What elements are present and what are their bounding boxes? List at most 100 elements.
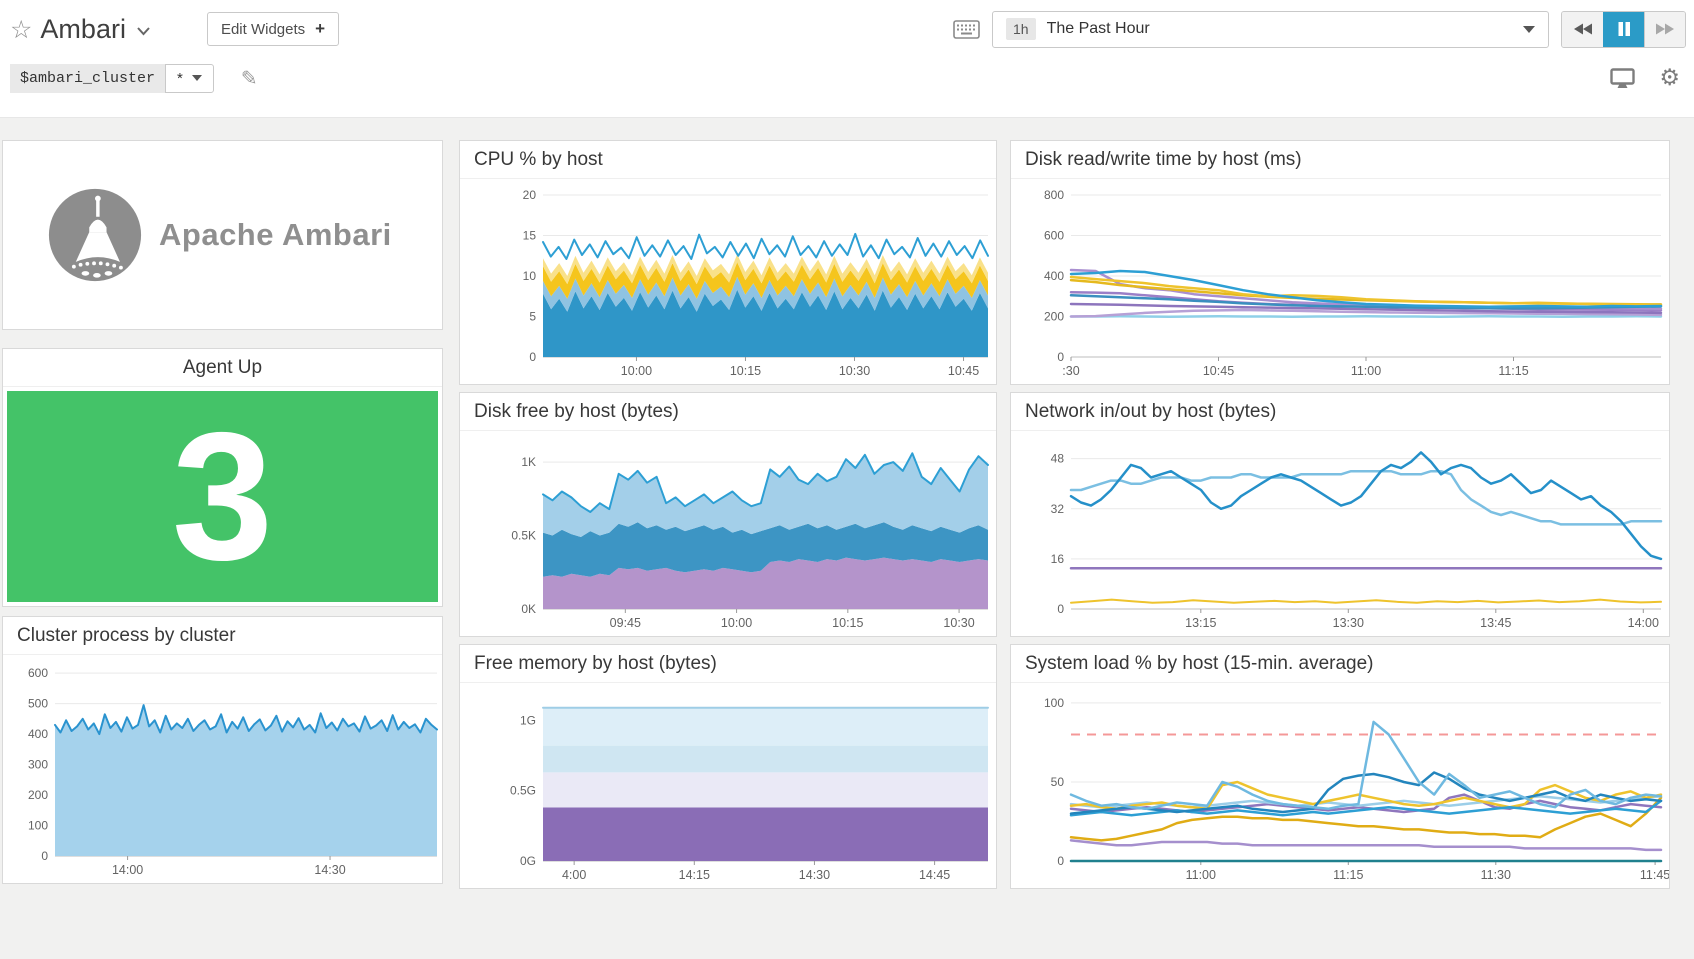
svg-text:48: 48	[1051, 452, 1065, 466]
column-right: Disk read/write time by host (ms) 0 200 40…	[1010, 140, 1670, 896]
svg-text:200: 200	[28, 788, 48, 802]
svg-text:11:15: 11:15	[1333, 868, 1363, 882]
svg-text:14:30: 14:30	[314, 863, 345, 877]
cpu-widget: CPU % by host 0 5 10 15 20 10:00 10:15 10:30 10:…	[459, 140, 997, 385]
svg-text:300: 300	[28, 758, 48, 772]
disk-rw-widget: Disk read/write time by host (ms) 0 200 40…	[1010, 140, 1670, 385]
rewind-button[interactable]	[1562, 11, 1603, 47]
header-row-1: ☆ Ambari Edit Widgets + 1h The Past Hour	[10, 6, 1686, 52]
svg-text:0K: 0K	[521, 602, 536, 616]
svg-text:11:45: 11:45	[1640, 868, 1669, 882]
free-memory-widget: Free memory by host (bytes) 0G 0.5G 1G 4:00…	[459, 644, 997, 889]
svg-text:200: 200	[1044, 310, 1064, 324]
caret-down-icon	[191, 75, 202, 81]
svg-text:32: 32	[1051, 502, 1065, 516]
svg-text:400: 400	[28, 727, 48, 741]
time-range-badge: 1h	[1006, 18, 1036, 40]
gear-icon[interactable]: ⚙	[1659, 64, 1680, 91]
fast-forward-button[interactable]	[1644, 11, 1685, 47]
svg-text:16: 16	[1051, 552, 1065, 566]
widget-title: Disk read/write time by host (ms)	[1011, 141, 1669, 179]
svg-text:100: 100	[1044, 696, 1064, 710]
keyboard-shortcuts-icon[interactable]	[953, 19, 980, 39]
system-load-chart[interactable]: 0 50 100 11:00 11:15 11:30 11:45	[1011, 683, 1669, 888]
widget-title: Network in/out by host (bytes)	[1011, 393, 1669, 431]
svg-text:1G: 1G	[520, 713, 536, 727]
svg-text:15: 15	[523, 229, 537, 243]
svg-text:10:00: 10:00	[721, 616, 752, 630]
edit-widgets-label: Edit Widgets	[220, 20, 306, 38]
svg-text:500: 500	[28, 697, 48, 711]
chevron-down-icon	[137, 27, 150, 36]
svg-text:14:00: 14:00	[112, 863, 143, 877]
caret-down-icon	[1523, 25, 1535, 33]
svg-text:10:15: 10:15	[730, 364, 761, 378]
pause-button[interactable]	[1603, 11, 1644, 47]
favorite-star-icon[interactable]: ☆	[10, 14, 33, 44]
svg-text:10:15: 10:15	[832, 616, 863, 630]
svg-text:0: 0	[529, 350, 536, 364]
svg-text:10: 10	[523, 269, 537, 283]
free-memory-chart[interactable]: 0G 0.5G 1G 4:00 14:15 14:30 14:45	[460, 683, 996, 888]
svg-text:14:00: 14:00	[1628, 616, 1659, 630]
svg-text:0.5K: 0.5K	[511, 529, 536, 543]
svg-text:600: 600	[1044, 229, 1064, 243]
time-range-label: The Past Hour	[1046, 20, 1150, 37]
svg-text:0: 0	[1057, 602, 1064, 616]
agent-up-value: 3	[7, 391, 438, 602]
fast-forward-icon	[1655, 23, 1674, 35]
svg-text:10:45: 10:45	[948, 364, 979, 378]
disk-free-chart[interactable]: 0K 0.5K 1K 09:45 10:00 10:15 10:30	[460, 431, 996, 636]
svg-text:10:30: 10:30	[839, 364, 870, 378]
svg-text:11:00: 11:00	[1351, 364, 1381, 378]
cluster-process-widget: Cluster process by cluster 0 100 200 300 400…	[2, 616, 443, 884]
svg-text:1K: 1K	[521, 455, 536, 469]
svg-text:10:45: 10:45	[1203, 364, 1234, 378]
edit-pencil-icon[interactable]: ✎	[240, 66, 258, 90]
disk-free-widget: Disk free by host (bytes) 0K 0.5K 1K 09:45 1…	[459, 392, 997, 637]
widget-title: Agent Up	[3, 349, 442, 387]
widget-title: Disk free by host (bytes)	[460, 393, 996, 431]
plus-icon: +	[315, 19, 326, 38]
svg-text:5: 5	[529, 310, 536, 324]
template-variable-name: $ambari_cluster	[10, 63, 166, 93]
svg-text:800: 800	[1044, 188, 1064, 202]
logo-widget: Apache Ambari	[2, 140, 443, 330]
column-left: Apache Ambari Agent Up 3 Cluster process…	[2, 140, 443, 884]
logo-text: Apache Ambari	[159, 217, 392, 252]
pause-icon	[1618, 22, 1630, 36]
svg-text:11:30: 11:30	[1481, 868, 1511, 882]
header-row-2: $ambari_cluster * ✎ ⚙	[10, 61, 1686, 95]
widget-title: Free memory by host (bytes)	[460, 645, 996, 683]
svg-text:14:45: 14:45	[919, 868, 950, 882]
svg-text:13:30: 13:30	[1333, 616, 1364, 630]
network-chart[interactable]: 0 16 32 48 13:15 13:30 13:45 14:00	[1011, 431, 1669, 636]
rewind-icon	[1574, 23, 1592, 35]
cluster-process-chart[interactable]: 0 100 200 300 400 500 600 14:00 14:30	[3, 655, 442, 883]
agent-up-widget: Agent Up 3	[2, 348, 443, 607]
svg-text:14:30: 14:30	[799, 868, 830, 882]
svg-text:11:15: 11:15	[1498, 364, 1528, 378]
svg-text:0G: 0G	[520, 854, 536, 868]
svg-text:14:15: 14:15	[679, 868, 710, 882]
svg-text:13:15: 13:15	[1185, 616, 1216, 630]
disk-rw-chart[interactable]: 0 200 400 600 800:30 10:45 11:00 11:15	[1011, 179, 1669, 384]
dashboard-title-menu[interactable]: Ambari	[40, 14, 151, 45]
svg-text:10:30: 10:30	[943, 616, 974, 630]
svg-text::30: :30	[1062, 364, 1079, 378]
svg-text:400: 400	[1044, 269, 1064, 283]
svg-text:600: 600	[28, 666, 48, 680]
edit-widgets-button[interactable]: Edit Widgets +	[206, 12, 340, 46]
svg-text:0: 0	[1057, 854, 1064, 868]
ambari-logo-icon	[48, 188, 142, 282]
header-row2-right: ⚙	[1610, 64, 1686, 91]
tv-mode-icon[interactable]	[1610, 67, 1636, 89]
time-range-selector[interactable]: 1h The Past Hour	[992, 10, 1549, 48]
dashboard-grid: Apache Ambari Agent Up 3 Cluster process…	[0, 118, 1694, 896]
template-variable-select[interactable]: *	[165, 63, 214, 93]
widget-title: Cluster process by cluster	[3, 617, 442, 655]
cpu-chart[interactable]: 0 5 10 15 20 10:00 10:15 10:30 10:45	[460, 179, 996, 384]
page-title: Ambari	[40, 13, 126, 44]
svg-text:0: 0	[41, 849, 48, 863]
svg-text:50: 50	[1051, 775, 1065, 789]
